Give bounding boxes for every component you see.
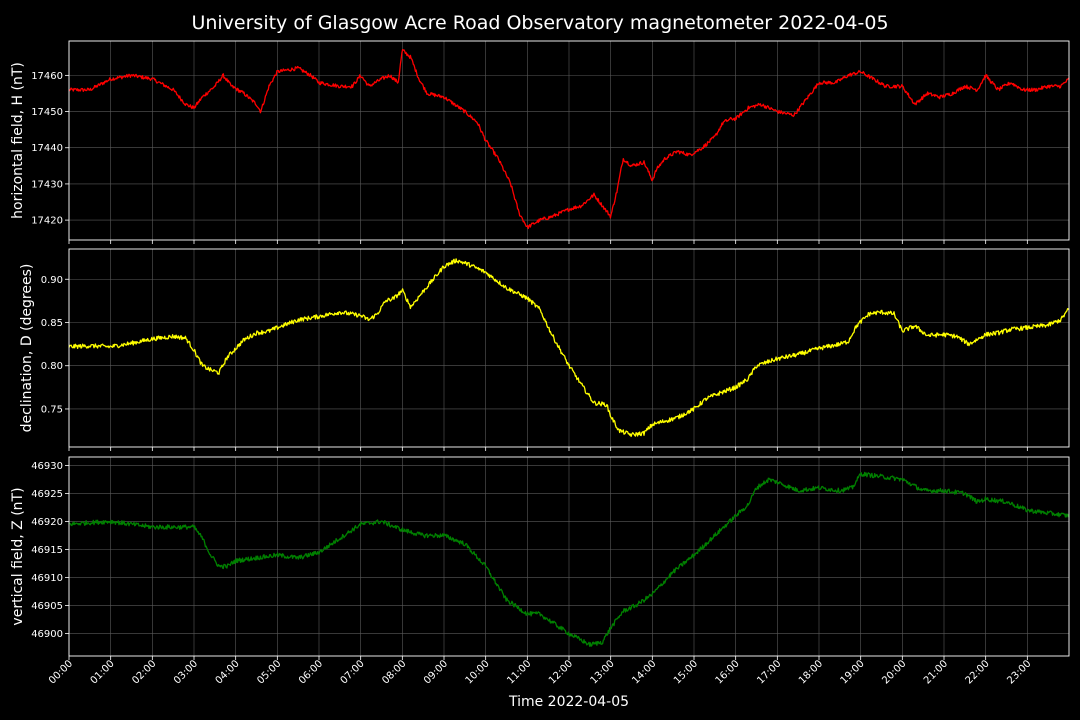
panel-3: 00:00 01:00 02:00 03:00 04:00 05:00 06:00 07:00… <box>10 456 1070 687</box>
x-tick-label: 00:00 <box>47 658 75 686</box>
x-tick-label: 03:00 <box>172 658 200 686</box>
y-axis-label: declination, D (degrees) <box>19 264 35 433</box>
y-tick-label: 46905 <box>31 601 63 612</box>
x-tick-label: 10:00 <box>464 658 492 686</box>
y-tick-label: 46925 <box>31 489 63 500</box>
panel-frame <box>68 248 1070 448</box>
y-tick-label: 0.80 <box>41 361 63 372</box>
panel-frame <box>68 456 1070 657</box>
y-tick-label: 17430 <box>31 179 63 190</box>
x-tick-label: 11:00 <box>505 658 533 686</box>
x-tick-label: 12:00 <box>547 658 575 686</box>
y-tick-label: 46920 <box>31 517 63 528</box>
y-tick-label: 17450 <box>31 107 63 118</box>
x-tick-label: 01:00 <box>89 658 117 686</box>
x-tick-label: 09:00 <box>422 658 450 686</box>
x-tick-label: 06:00 <box>297 658 325 686</box>
x-axis-label: Time 2022-04-05 <box>508 694 629 710</box>
x-tick-label: 23:00 <box>1005 658 1033 686</box>
y-tick-label: 46915 <box>31 545 63 556</box>
chart-title: University of Glasgow Acre Road Observat… <box>191 12 888 34</box>
y-tick-label: 46900 <box>31 629 63 640</box>
x-tick-label: 15:00 <box>672 658 700 686</box>
x-tick-label: 20:00 <box>880 658 908 686</box>
panel-2: 0.75 0.80 0.85 0.90 declination, D (degrees) <box>19 248 1070 451</box>
panel-grid <box>68 249 1069 447</box>
x-tick-label: 22:00 <box>964 658 992 686</box>
x-tick-label: 08:00 <box>380 658 408 686</box>
y-tick-label: 0.90 <box>41 275 63 286</box>
y-tick-label: 0.85 <box>41 318 63 329</box>
y-tick-label: 17420 <box>31 216 63 227</box>
x-tick-label: 19:00 <box>839 658 867 686</box>
x-tick-label: 21:00 <box>922 658 950 686</box>
x-tick-label: 05:00 <box>255 658 283 686</box>
x-tick-label: 07:00 <box>339 658 367 686</box>
x-tick-label: 16:00 <box>714 658 742 686</box>
panels: 17420 17430 17440 17450 17460 horizontal fiel… <box>10 40 1070 687</box>
series-line <box>68 258 1070 438</box>
x-tick-label: 18:00 <box>797 658 825 686</box>
panel-1: 17420 17430 17440 17450 17460 horizontal fiel… <box>10 40 1070 244</box>
x-tick-label: 04:00 <box>214 658 242 686</box>
series-line <box>68 48 1070 230</box>
series-line <box>68 471 1070 647</box>
panel-grid <box>68 457 1069 656</box>
panel-grid <box>68 41 1069 240</box>
y-axis-label: vertical field, Z (nT) <box>10 487 26 625</box>
x-tick-label: 02:00 <box>130 658 158 686</box>
y-tick-label: 46930 <box>31 461 63 472</box>
x-tick-label: 17:00 <box>755 658 783 686</box>
y-tick-label: 17440 <box>31 143 63 154</box>
y-tick-label: 0.75 <box>41 404 63 415</box>
x-tick-label: 14:00 <box>630 658 658 686</box>
y-tick-label: 46910 <box>31 573 63 584</box>
panel-frame <box>68 40 1070 241</box>
y-tick-label: 17460 <box>31 71 63 82</box>
y-axis-label: horizontal field, H (nT) <box>10 62 26 219</box>
x-tick-label: 13:00 <box>589 658 617 686</box>
